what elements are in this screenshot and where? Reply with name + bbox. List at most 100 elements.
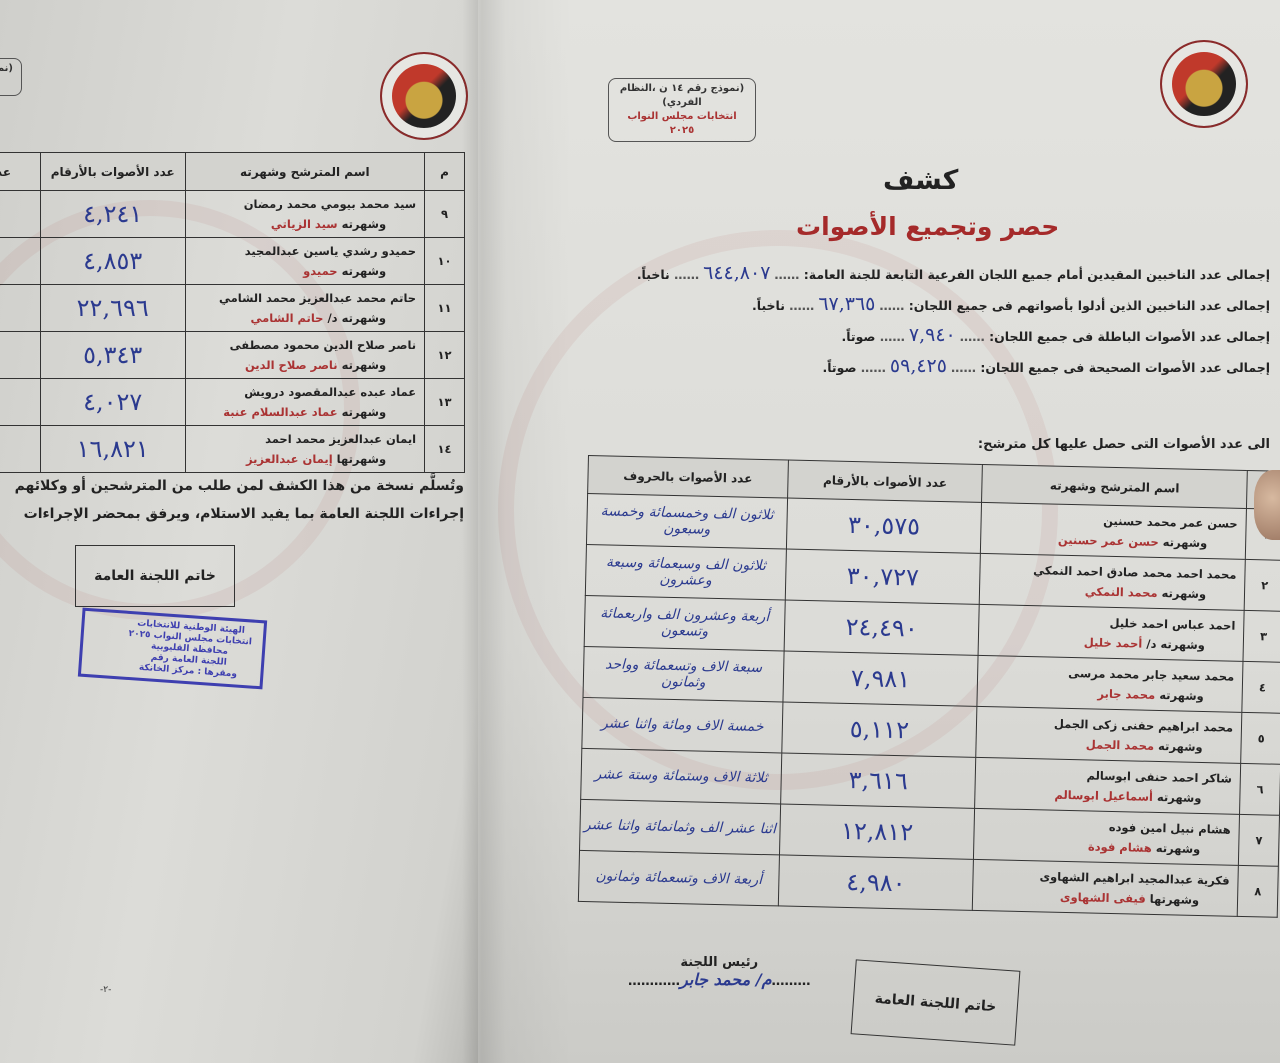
candidate-nickname: هشام فودة bbox=[1087, 839, 1152, 855]
candidate-row: ١٣ عماد عبده عبدالمقصود درويش وشهرته عماد … bbox=[0, 378, 465, 426]
note-line-1: وتُسلَّم نسخة من هذا الكشف لمن طلب من ال… bbox=[14, 478, 464, 494]
total-label: إجمالى عدد الناخبين الذين أدلوا بأصواتهم… bbox=[908, 298, 1270, 313]
candidate-nickname: ناصر صلاح الدين bbox=[244, 358, 338, 372]
votes-digits: ٧,٩٨١ bbox=[782, 650, 979, 707]
header-digits: عدد الأصوات بالأرقام bbox=[787, 460, 983, 503]
votes-digits: ٤,٠٢٧ bbox=[39, 378, 186, 426]
candidate-row: ١١ حاتم محمد عبدالعزيز محمد الشامي وشهرته … bbox=[0, 284, 465, 332]
form-number: (نموذج رقم ١٤ ن ،النظام الفردي) bbox=[619, 83, 745, 108]
candidate-name: عماد عبده عبدالمقصود درويش bbox=[244, 385, 417, 399]
form-label-fragment: (نم bbox=[0, 58, 22, 96]
candidate-name-cell: عماد عبده عبدالمقصود درويش وشهرته عماد عب… bbox=[184, 378, 426, 426]
candidate-name-cell: حسن عمر محمد حسنين وشهرته حسن عمر حسنين bbox=[980, 502, 1247, 560]
total-line: إجمالى عدد الناخبين المقيدين أمام جميع ا… bbox=[636, 262, 1270, 284]
header-name: اسم المترشح وشهرته bbox=[184, 152, 426, 191]
total-line: إجمالى عدد الأصوات الباطلة فى جميع اللجا… bbox=[841, 324, 1270, 346]
votes-words: ثلاثة الاف وستمائة وستة عشر bbox=[580, 748, 782, 804]
votes-digits: ٣٠,٧٢٧ bbox=[784, 549, 981, 605]
candidate-row: ٩ سيد محمد بيومي محمد رمضان وشهرته سيد الز… bbox=[0, 190, 465, 238]
seal-box: خاتم اللجنة العامة bbox=[75, 545, 235, 607]
page-subtitle: حصر وتجميع الأصوات bbox=[796, 212, 1060, 241]
votes-words bbox=[0, 190, 41, 238]
candidate-nickname: محمد النمكي bbox=[1084, 584, 1158, 600]
total-unit: صوتاً. bbox=[822, 360, 857, 375]
votes-words bbox=[0, 331, 41, 379]
total-line: إجمالى عدد الناخبين الذين أدلوا بأصواتهم… bbox=[752, 293, 1270, 315]
form-label: (نموذج رقم ١٤ ن ،النظام الفردي) انتخابات… bbox=[608, 78, 756, 142]
total-line: إجمالى عدد الأصوات الصحيحة فى جميع اللجا… bbox=[822, 355, 1270, 377]
candidate-nickname: عماد عبدالسلام عنبة bbox=[223, 405, 338, 419]
nickname-prefix: وشهرته bbox=[1161, 586, 1207, 602]
header-digits: عدد الأصوات بالأرقام bbox=[39, 152, 186, 191]
candidate-name-cell: محمد سعيد جابر محمد مرسى وشهرته محمد جابر bbox=[977, 655, 1244, 713]
row-number: ١٤ bbox=[424, 425, 465, 473]
votes-words bbox=[0, 284, 41, 332]
page-number: -٢- bbox=[100, 985, 112, 995]
candidate-nickname: أحمد خليل bbox=[1083, 635, 1143, 651]
votes-digits: ٥,١١٢ bbox=[781, 701, 978, 758]
candidate-name: حاتم محمد عبدالعزيز محمد الشامي bbox=[219, 291, 417, 305]
candidate-name: حميدو رشدي ياسين عبدالمجيد bbox=[244, 244, 417, 258]
votes-digits: ٢٢,٦٩٦ bbox=[39, 284, 186, 332]
votes-digits: ٤,٩٨٠ bbox=[778, 854, 974, 911]
row-number: ١٠ bbox=[424, 237, 465, 285]
votes-digits: ٣٠,٥٧٥ bbox=[786, 498, 982, 554]
nickname-prefix: وشهرته bbox=[1155, 840, 1201, 856]
nickname-prefix: وشهرته bbox=[1156, 789, 1202, 806]
row-number: ٢ bbox=[1244, 559, 1280, 612]
candidate-name-cell: احمد عباس احمد خليل وشهرته د/ أحمد خليل bbox=[978, 604, 1245, 662]
total-value: ٧,٩٤٠ bbox=[908, 324, 956, 346]
candidate-name: ناصر صلاح الدين محمود مصطفى bbox=[229, 338, 417, 352]
candidate-nickname: فيفى الشهاوى bbox=[1059, 889, 1146, 906]
nickname-prefix: وشهرته د/ bbox=[1146, 636, 1206, 653]
nickname-prefix: وشهرتها bbox=[336, 452, 387, 466]
page-title: كشف bbox=[883, 165, 959, 196]
votes-words: خمسة الاف ومائة واثنا عشر bbox=[581, 697, 783, 753]
candidate-nickname: حاتم الشامي bbox=[250, 311, 324, 325]
note-line-2: إجراءات اللجنة العامة بما يفيد الاستلام،… bbox=[23, 506, 464, 522]
candidate-name-cell: حميدو رشدي ياسين عبدالمجيد وشهرته حميدو bbox=[184, 237, 426, 285]
row-number: ٩ bbox=[424, 190, 465, 238]
votes-digits: ١٢,٨١٢ bbox=[779, 803, 976, 860]
row-number: ١٢ bbox=[424, 331, 465, 379]
total-label: إجمالى عدد الأصوات الصحيحة فى جميع اللجا… bbox=[980, 360, 1270, 375]
votes-digits: ٥,٣٤٣ bbox=[39, 331, 186, 379]
nickname-prefix: وشهرته د/ bbox=[327, 311, 387, 325]
candidate-nickname: محمد جابر bbox=[1097, 686, 1156, 702]
votes-digits: ٢٤,٤٩٠ bbox=[783, 600, 980, 656]
chair-signature: م/ محمد جابر bbox=[680, 970, 772, 989]
row-number: ٣ bbox=[1243, 610, 1280, 663]
candidate-name-cell: حاتم محمد عبدالعزيز محمد الشامي وشهرته د/… bbox=[184, 284, 426, 332]
candidate-nickname: أسماعيل ابوسالم bbox=[1054, 787, 1154, 804]
votes-words: أربعة الاف وتسعمائة وثمانون bbox=[578, 850, 780, 906]
votes-words bbox=[0, 425, 41, 473]
candidate-name-cell: محمد ابراهيم حفنى زكى الجمل وشهرته محمد ا… bbox=[976, 706, 1242, 764]
total-label: إجمالى عدد الناخبين المقيدين أمام جميع ا… bbox=[803, 267, 1270, 282]
table-caption: الى عدد الأصوات التى حصل عليها كل مترشح: bbox=[977, 437, 1270, 452]
seal-box: خاتم اللجنة العامة bbox=[850, 959, 1021, 1046]
votes-words: اثنا عشر الف وثمانمائة واثنا عشر bbox=[579, 799, 781, 855]
votes-words bbox=[0, 378, 41, 426]
row-number: ٧ bbox=[1238, 814, 1280, 867]
total-value: ٥٩,٤٢٥ bbox=[889, 355, 947, 377]
total-unit: ناخباً. bbox=[752, 298, 785, 313]
header-name: اسم المترشح وشهرته bbox=[981, 464, 1248, 509]
votes-words: سبعة الاف وتسعمائة وواحد وثمانون bbox=[582, 646, 784, 702]
row-number: ٤ bbox=[1241, 661, 1280, 714]
votes-words: ثلاثون الف وخمسمائة وخمسة وسبعون bbox=[586, 493, 788, 550]
candidates-table: اسم المترشح وشهرته عدد الأصوات بالأرقام … bbox=[578, 455, 1280, 918]
votes-digits: ٤,٨٥٣ bbox=[39, 237, 186, 285]
candidate-row: ١٤ ايمان عبدالعزيز محمد احمد وشهرتها إيمان… bbox=[0, 425, 465, 473]
row-number: ١١ bbox=[424, 284, 465, 332]
candidate-name: سيد محمد بيومي محمد رمضان bbox=[243, 197, 417, 211]
nea-logo bbox=[380, 52, 468, 140]
header-words: عدد الأصوات بالحروف bbox=[587, 455, 789, 499]
votes-digits: ٣,٦١٦ bbox=[780, 752, 977, 809]
total-value: ٦٧,٣٦٥ bbox=[818, 293, 876, 315]
nickname-prefix: وشهرته bbox=[1159, 688, 1204, 704]
nickname-prefix: وشهرته bbox=[341, 405, 387, 419]
votes-words: ثلاثون الف وسبعمائة وسبعة وعشرون bbox=[585, 544, 787, 601]
nickname-prefix: وشهرته bbox=[341, 264, 387, 278]
official-stamp: الهيئة الوطنية للانتخابات انتخابات مجلس ا… bbox=[77, 607, 268, 690]
candidate-nickname: سيد الزياتي bbox=[270, 217, 338, 231]
